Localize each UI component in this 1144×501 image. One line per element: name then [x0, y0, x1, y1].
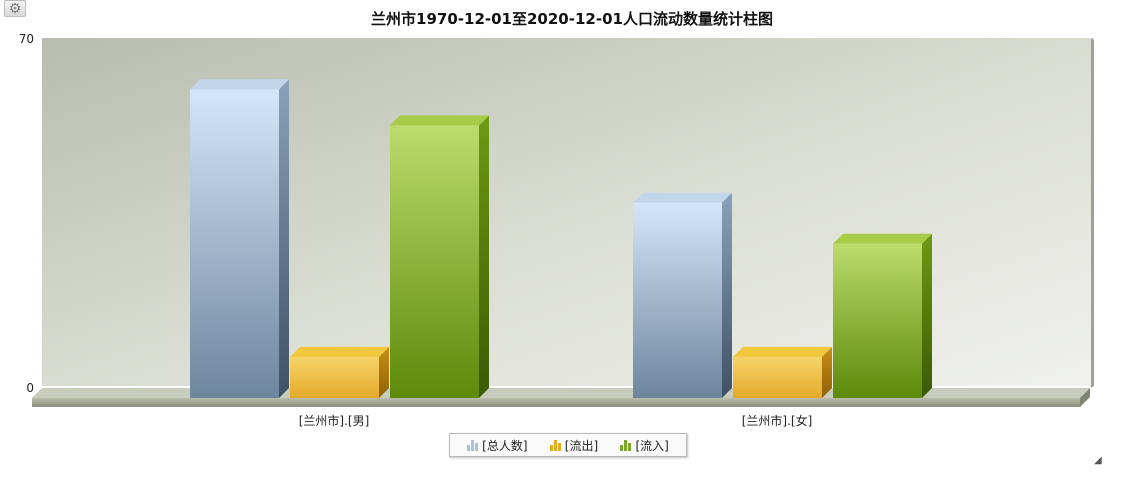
bar-top: [833, 233, 932, 244]
bar-front: [833, 243, 922, 398]
bar-top: [190, 79, 289, 90]
bar-chart-icon: [549, 439, 561, 451]
y-tick-label: 70: [19, 32, 34, 46]
plot-background: [42, 38, 1094, 386]
bar-top: [290, 346, 389, 357]
legend-item-inflow[interactable]: [流入]: [620, 437, 669, 454]
chart-title: 兰州市1970-12-01至2020-12-01人口流动数量统计柱图: [371, 10, 773, 28]
bar-side: [722, 192, 732, 398]
bar-front: [733, 356, 822, 398]
bar-outflow[interactable]: [733, 346, 832, 398]
x-category-label: [兰州市].[男]: [299, 413, 370, 428]
bar-front: [633, 202, 722, 398]
legend-label: [流入]: [635, 438, 669, 453]
plot-floor-edge: [32, 398, 1080, 407]
bar-side: [922, 233, 932, 398]
bar-top: [733, 346, 832, 357]
resize-handle-icon[interactable]: ◢: [1094, 455, 1102, 466]
bar-inflow[interactable]: [390, 115, 489, 398]
legend-item-total[interactable]: [总人数]: [467, 437, 528, 454]
bar-front: [390, 125, 479, 398]
bar-front: [290, 356, 379, 398]
legend-item-outflow[interactable]: [流出]: [549, 437, 599, 454]
bar-top: [633, 192, 732, 203]
bar-outflow[interactable]: [290, 346, 389, 398]
bar-side: [479, 115, 489, 398]
bar-chart-icon: [467, 439, 479, 451]
plot-right-edge: [1091, 38, 1094, 388]
legend-label: [总人数]: [482, 438, 528, 453]
legend-label: [流出]: [564, 438, 599, 453]
bar-chart-icon: [620, 439, 632, 451]
y-tick-label: 0: [26, 381, 34, 395]
x-category-label: [兰州市].[女]: [742, 413, 813, 428]
bar-total[interactable]: [190, 79, 289, 398]
gear-icon: ⚙: [8, 0, 22, 17]
plot-floor-corner: [1080, 388, 1090, 407]
legend: [总人数] [流出] [流入]: [449, 433, 687, 457]
chart-settings-button[interactable]: ⚙: [4, 0, 26, 17]
bar-side: [379, 346, 389, 398]
bar-group: [190, 79, 932, 398]
bar-side: [279, 79, 289, 398]
bar-side: [822, 346, 832, 398]
bar-total[interactable]: [633, 192, 732, 398]
bar-front: [190, 89, 279, 398]
bar-top: [390, 115, 489, 126]
bar-inflow[interactable]: [833, 233, 932, 398]
